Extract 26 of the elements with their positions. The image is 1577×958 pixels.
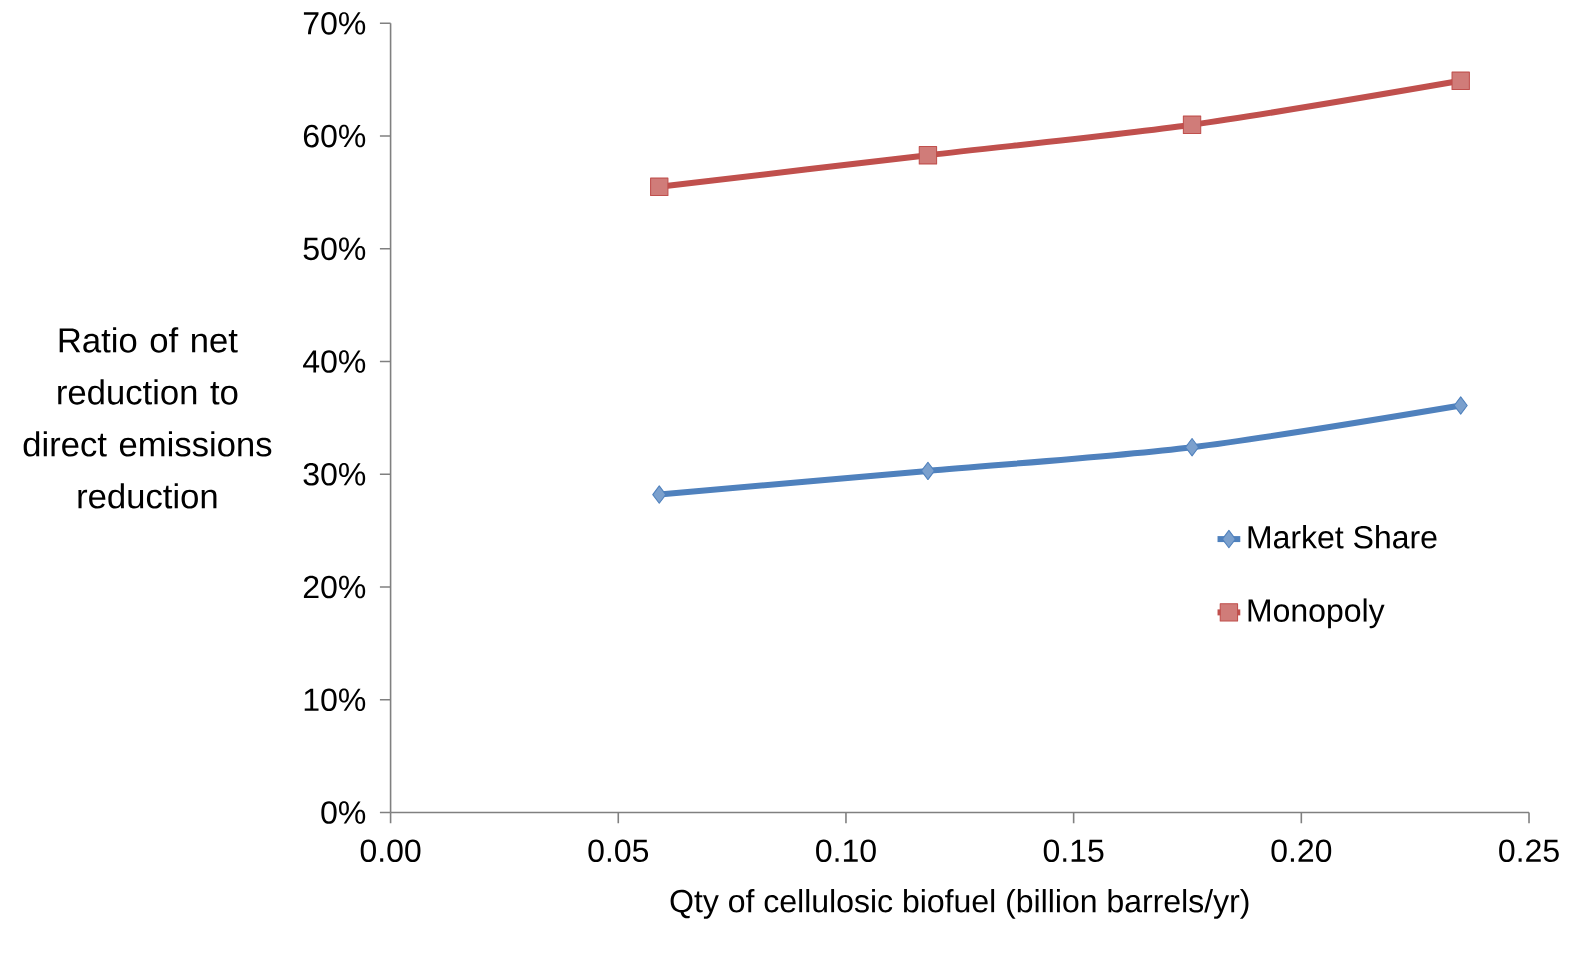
y-tick-label: 10% — [304, 688, 366, 711]
point — [1453, 396, 1468, 415]
y-axis-title: Ratio of net reduction to direct emissions reduction — [23, 326, 272, 509]
x-axis-title: Qty of cellulosic biofuel (billion barrels/yr) — [670, 888, 1249, 919]
y-tick-label: 70% — [303, 11, 366, 35]
x-tick-label: 0.10 — [816, 839, 876, 862]
point — [1451, 71, 1470, 90]
point — [1182, 115, 1202, 134]
y-tick-label: 0% — [321, 800, 366, 824]
point — [652, 485, 667, 504]
point — [918, 145, 938, 165]
y-tick-label: 30% — [303, 462, 366, 486]
legend-label: Market Share — [1248, 524, 1437, 549]
x-tick-label: 0.25 — [1499, 839, 1559, 862]
x-tick-label: 0.05 — [588, 839, 649, 862]
legend-label: Monopoly — [1248, 598, 1385, 629]
y-tick-label: 60% — [303, 124, 366, 148]
y-tick-label: 40% — [303, 350, 366, 373]
y-tick-label: 20% — [303, 575, 366, 599]
point — [650, 177, 669, 196]
x-tick-label: 0.20 — [1271, 839, 1332, 862]
point — [920, 461, 935, 480]
x-tick-label: 0.15 — [1043, 839, 1104, 862]
point — [1185, 437, 1200, 457]
x-tick-label: 0.00 — [360, 839, 421, 862]
y-tick-label: 50% — [303, 237, 366, 260]
